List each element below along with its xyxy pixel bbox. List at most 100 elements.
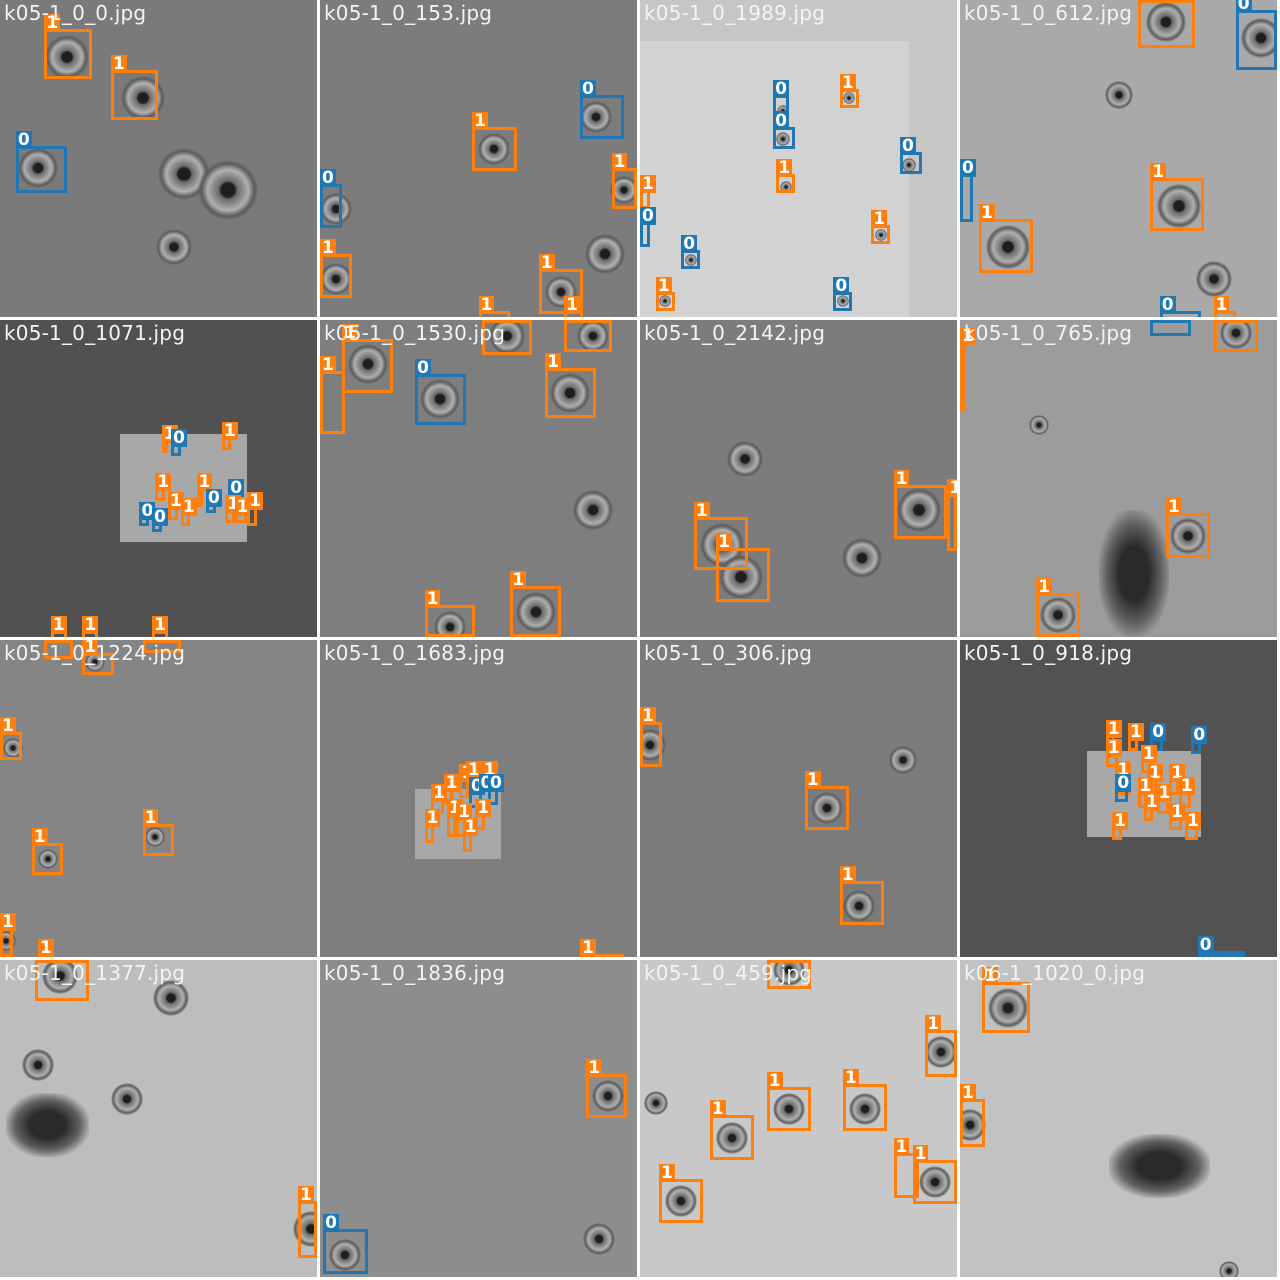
detection-box-class-1: 1 — [947, 479, 957, 552]
detection-box-class-1: 1 — [912, 1144, 957, 1205]
detection-box-class-0: 0 — [1191, 726, 1208, 755]
detection-box-class-1: 1 — [979, 203, 1033, 273]
cell-blob — [925, 1035, 957, 1068]
detection-box-class-1: 1 — [925, 1014, 957, 1078]
microscopy-image — [640, 640, 957, 957]
cell-blob — [320, 262, 352, 295]
class-label: 1 — [1213, 294, 1230, 315]
cell-blob — [320, 193, 352, 226]
detection-box-class-0: 0 — [15, 130, 67, 194]
class-label: 1 — [960, 1083, 976, 1104]
mosaic-tile: 1 0 0 1 1 0 1 k05-1_0_612.jpg — [960, 0, 1277, 317]
class-label: 1 — [110, 53, 127, 74]
cell-blob — [985, 225, 1030, 270]
mosaic-tile: 1 0 k05-1_0_1836.jpg — [320, 960, 637, 1277]
class-label: 1 — [456, 801, 473, 822]
detection-box-class-1: 1 — [225, 495, 241, 523]
cell-blob — [896, 488, 941, 533]
class-label: 1 — [320, 237, 336, 258]
class-label: 1 — [44, 12, 61, 33]
cell-blob — [550, 372, 591, 413]
class-label: 1 — [1169, 801, 1186, 822]
cell-blob — [85, 652, 106, 673]
microscopy-image — [320, 0, 637, 317]
cell-blob — [1219, 320, 1252, 349]
class-label: 1 — [481, 320, 498, 323]
debris-cluster — [1108, 1134, 1211, 1198]
class-label: 1 — [82, 614, 99, 635]
detection-box-class-0: 0 — [640, 206, 656, 248]
class-label: 0 — [139, 500, 156, 521]
tile-filename: k05-1_0_612.jpg — [964, 1, 1133, 25]
detection-box-class-1: 1 — [168, 492, 184, 520]
detection-box-class-0: 0 — [206, 488, 222, 514]
class-label: 1 — [640, 174, 656, 195]
cell-blob — [579, 101, 612, 134]
cell-blob — [889, 746, 918, 775]
detection-box-class-1: 1 — [1112, 812, 1128, 840]
class-label: 1 — [38, 937, 54, 957]
microscopy-image — [640, 320, 957, 637]
class-label: 1 — [1137, 776, 1154, 797]
class-label: 1 — [776, 158, 793, 179]
detection-box-class-0: 0 — [1197, 935, 1246, 957]
cell-blob — [610, 176, 637, 205]
class-label: 0 — [1150, 722, 1167, 743]
class-label: 0 — [960, 158, 976, 179]
class-label: 0 — [323, 1213, 339, 1234]
cell-blob — [42, 960, 79, 994]
class-label: 1 — [564, 294, 580, 315]
cell-blob — [684, 253, 697, 266]
cell-blob — [18, 148, 59, 188]
class-label: 0 — [1150, 320, 1167, 323]
tile-filename: k05-1_0_2142.jpg — [644, 321, 826, 345]
detection-box-class-0: 0 — [415, 358, 466, 425]
class-label: 0 — [1159, 294, 1176, 315]
class-label: 1 — [1036, 576, 1052, 597]
mosaic-tile: 0 1 1 0 1 1 1 1 k05-1_0_153.jpg — [320, 0, 637, 317]
class-label: 1 — [1185, 811, 1201, 832]
tile-filename: k05-1_0_1071.jpg — [4, 321, 186, 345]
detection-box-class-0: 0 — [171, 428, 188, 457]
class-label: 0 — [773, 110, 789, 131]
cell-blob — [841, 537, 882, 578]
detection-box-class-1: 1 — [871, 210, 891, 245]
detection-box-class-1: 1 — [142, 640, 181, 653]
detection-box-class-1: 1 — [766, 960, 812, 989]
detection-box-class-1: 1 — [960, 327, 976, 412]
class-label: 0 — [415, 357, 431, 378]
class-label: 1 — [320, 354, 336, 375]
detection-box-class-0: 0 — [579, 80, 625, 140]
tile-filename: k05-1_0_1683.jpg — [324, 641, 506, 665]
tile-filename: k05-1_0_1224.jpg — [4, 641, 186, 665]
detection-box-class-1: 1 — [659, 1163, 704, 1224]
detection-box-class-1: 1 — [709, 1100, 755, 1160]
class-label: 1 — [152, 614, 168, 635]
cell-blob — [960, 1108, 986, 1141]
class-label: 1 — [1178, 776, 1195, 797]
detection-box-class-1: 1 — [478, 295, 511, 317]
detection-box-class-1: 1 — [1105, 739, 1122, 767]
class-label: 1 — [0, 715, 16, 736]
detection-box-class-0: 0 — [1235, 0, 1277, 70]
detection-box-class-1: 1 — [1166, 498, 1211, 558]
tile-filename: k05-1_0_918.jpg — [964, 641, 1133, 665]
detection-box-class-1: 1 — [320, 355, 346, 435]
class-label: 1 — [925, 1013, 942, 1034]
class-label: 0 — [171, 427, 188, 448]
class-label: 0 — [640, 205, 656, 226]
mosaic-tile: 11111111k05-1_0_1224.jpg — [0, 640, 317, 957]
cell-blob — [2, 737, 23, 758]
mosaic-tile: 1 1 1 k05-1_0_306.jpg — [640, 640, 957, 957]
cell-blob — [433, 611, 466, 637]
detection-box-class-0: 0 — [320, 168, 343, 229]
cell-blob — [987, 987, 1028, 1028]
class-label: 1 — [247, 491, 264, 512]
cell-blob — [347, 344, 388, 385]
detection-box-class-1: 1 — [1036, 577, 1081, 637]
cell-blob — [843, 92, 856, 105]
class-label: 1 — [142, 807, 159, 828]
cell-blob — [665, 1184, 698, 1217]
